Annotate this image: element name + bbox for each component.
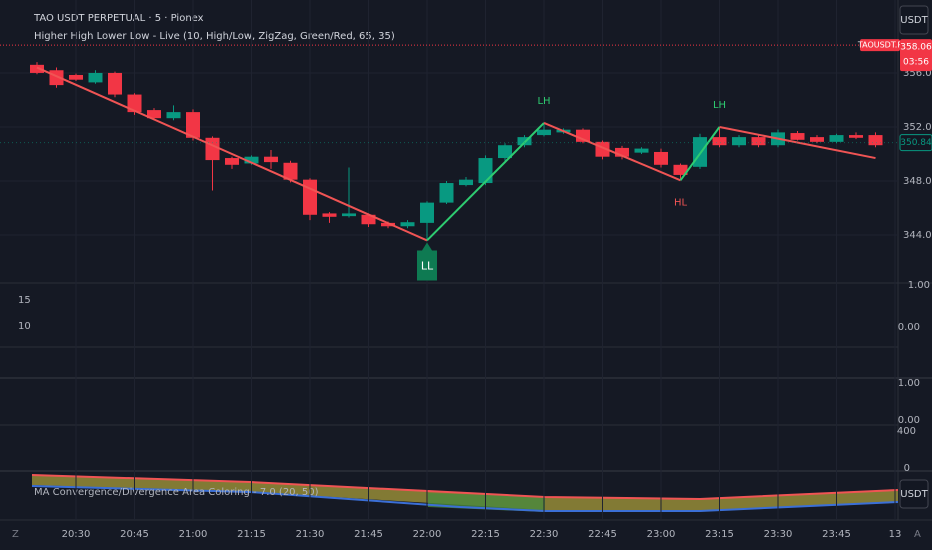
x-tick-label: 13 — [889, 529, 902, 540]
pane-axis-label: 1.00 — [898, 378, 920, 389]
pane-label: 15 — [18, 295, 31, 306]
pivot-label: LH — [537, 96, 550, 107]
price-tag-countdown: 03:56 — [903, 58, 929, 68]
corner-label: Z — [12, 529, 19, 540]
price-tag — [900, 39, 932, 72]
candle-body — [186, 112, 200, 138]
x-tick-label: 21:00 — [179, 529, 208, 540]
candle-body — [400, 222, 415, 227]
x-tick-label: 22:45 — [588, 529, 617, 540]
x-tick-label: 21:30 — [296, 529, 325, 540]
y-tick-label: 352.00 — [903, 122, 932, 133]
candle-body — [654, 151, 668, 165]
x-tick-label: 21:15 — [237, 529, 266, 540]
pivot-label: LH — [713, 100, 726, 111]
currency-button[interactable] — [899, 5, 929, 35]
candle-body — [439, 183, 454, 203]
candle-body — [283, 162, 298, 180]
macd-title: MA Convergence/Divergence Area Coloring … — [34, 487, 319, 498]
indicator-title: Higher High Lower Low - Live (10, High/L… — [34, 31, 395, 42]
candle-body — [849, 135, 863, 138]
pane-axis-label: 0 — [904, 463, 910, 474]
x-tick-label: 22:00 — [413, 529, 442, 540]
candle-body — [205, 137, 220, 161]
y-tick-label: 344.00 — [903, 230, 932, 241]
macd-line — [31, 485, 899, 512]
x-tick-label: 22:30 — [530, 529, 559, 540]
candle-body — [166, 112, 181, 119]
candle-body — [673, 164, 688, 175]
x-tick-label: 22:15 — [471, 529, 500, 540]
candle-body — [810, 137, 824, 142]
candle-body — [478, 158, 493, 184]
pane-axis-label: 0.00 — [898, 322, 920, 333]
zigzag-segment — [36, 66, 428, 242]
x-tick-label: 20:30 — [62, 529, 91, 540]
candle-body — [127, 94, 142, 113]
zigzag-segment — [679, 126, 721, 181]
last-price-tag — [899, 134, 932, 152]
zigzag-segment — [543, 122, 681, 182]
pivot-label: HL — [674, 197, 688, 208]
candle-body — [303, 179, 317, 215]
candle-body — [732, 137, 746, 146]
candle-body — [868, 135, 883, 146]
candle-body — [712, 137, 727, 146]
pane-axis-label: 0.00 — [898, 415, 920, 426]
x-tick-label: 23:15 — [705, 529, 734, 540]
price-tag-symbol: TAOUSDT.P — [857, 41, 902, 50]
x-tick-label: 23:45 — [822, 529, 851, 540]
price-tag — [860, 39, 900, 52]
corner-label: A — [914, 529, 921, 540]
candle-body — [751, 137, 766, 146]
y-tick-label: 348.00 — [903, 176, 932, 187]
candle-body — [361, 214, 376, 225]
price-tag-value: 358.06 — [900, 43, 932, 53]
symbol-title: TAO USDT PERPETUAL · 5 · Pionex — [33, 13, 204, 24]
candle-body — [69, 74, 83, 80]
y-tick-label: 356.00 — [903, 68, 932, 79]
candle-body — [322, 213, 337, 217]
candle-body — [108, 72, 122, 95]
pane-axis-label: 400 — [897, 426, 916, 437]
pivot-badge — [417, 242, 437, 281]
x-tick-label: 21:45 — [354, 529, 383, 540]
zigzag-segment — [719, 125, 876, 160]
candle-body — [829, 135, 844, 142]
candle-body — [381, 222, 395, 227]
candle-body — [88, 72, 103, 83]
currency-button-label[interactable]: USDT — [900, 15, 928, 26]
x-tick-label: 23:00 — [647, 529, 676, 540]
candle-body — [225, 158, 239, 165]
pane-axis-label: 1.00 — [908, 280, 930, 291]
candle-body — [30, 64, 44, 73]
currency-button[interactable] — [899, 479, 929, 509]
candle-body — [420, 202, 434, 223]
candle-body — [498, 145, 512, 159]
candle-body — [537, 129, 551, 136]
candle-body — [244, 156, 259, 164]
pivot-label: LL — [421, 259, 434, 272]
candle-body — [264, 156, 278, 163]
candle-body — [459, 179, 473, 186]
currency-button-label[interactable]: USDT — [900, 489, 928, 500]
candle-body — [790, 133, 805, 140]
candle-body — [342, 213, 356, 217]
x-tick-label: 23:30 — [764, 529, 793, 540]
candle-body — [147, 110, 161, 119]
pane-label: 10 — [18, 321, 31, 332]
candle-body — [615, 147, 629, 157]
macd-signal — [31, 474, 899, 501]
x-tick-label: 20:45 — [120, 529, 149, 540]
candle-body — [634, 148, 649, 153]
last-price-value: 350.84 — [900, 138, 932, 148]
